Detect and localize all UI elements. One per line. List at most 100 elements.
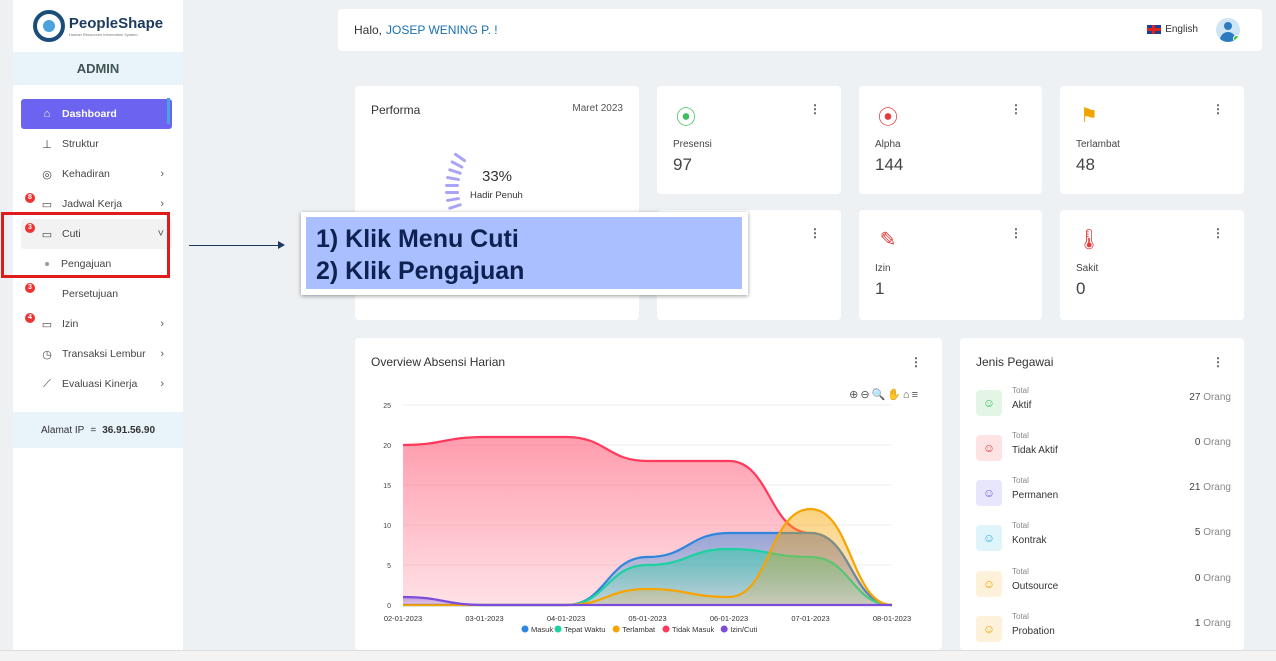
callout-arrow-head xyxy=(278,241,285,249)
list-item: ☺ Total Aktif 27 Orang xyxy=(976,384,1231,424)
brand[interactable]: PeopleShape Human Resources Information … xyxy=(13,0,183,52)
x-tick-label: 03-01-2023 xyxy=(465,614,503,623)
chevron-right-icon: › xyxy=(160,378,164,390)
list-item-caption: Total xyxy=(1012,567,1029,576)
sidebar-item-label: Pengajuan xyxy=(61,258,112,270)
more-options-icon[interactable]: ⋮ xyxy=(1212,355,1224,369)
chevron-right-icon: › xyxy=(160,348,164,360)
sidebar-item-label: Kehadiran xyxy=(62,168,110,180)
x-tick-label: 06-01-2023 xyxy=(710,614,748,623)
role-label: ADMIN xyxy=(13,52,183,85)
sidebar-item-persetujuan[interactable]: 3 Persetujuan xyxy=(21,279,172,309)
sidebar-item-label: Struktur xyxy=(62,138,99,150)
more-options-icon[interactable]: ⋮ xyxy=(1212,226,1224,240)
list-item: ☺ Total Tidak Aktif 0 Orang xyxy=(976,429,1231,469)
stat-label: Terlambat xyxy=(1076,139,1120,150)
bullet-dot xyxy=(45,262,49,266)
notification-badge: 3 xyxy=(25,283,35,293)
sidebar-item-cuti[interactable]: 3 ▭ Cuti ˅ xyxy=(21,219,172,249)
more-options-icon[interactable]: ⋮ xyxy=(809,102,821,116)
callout-line-1: 1) Klik Menu Cuti xyxy=(316,225,519,253)
overview-title: Overview Absensi Harian xyxy=(371,355,506,369)
sidebar-item-label: Jadwal Kerja xyxy=(62,198,123,210)
sitemap-icon: ⊥ xyxy=(42,138,52,151)
list-item-count: 27 Orang xyxy=(1189,392,1231,403)
sidebar: PeopleShape Human Resources Information … xyxy=(13,0,183,661)
list-item-caption: Total xyxy=(1012,612,1029,621)
stat-label: Presensi xyxy=(673,139,712,150)
avatar[interactable] xyxy=(1216,18,1240,42)
ip-separator: = xyxy=(90,424,97,436)
stat-value: 1 xyxy=(875,279,885,298)
overview-card: Overview Absensi Harian ⋮ ⊕⊖🔍✋⌂≡ 0 5 10 15 2… xyxy=(355,338,942,650)
sidebar-item-kehadiran[interactable]: ◎ Kehadiran › xyxy=(21,159,172,189)
performa-gauge xyxy=(445,152,467,212)
legend-marker xyxy=(720,625,728,633)
sidebar-item-jadwal-kerja[interactable]: 8 ▭ Jadwal Kerja › xyxy=(21,189,172,219)
users-icon: ☺ xyxy=(976,435,1002,461)
jenis-pegawai-title: Jenis Pegawai xyxy=(976,355,1054,369)
stat-card-izin: ✎ ⋮ Izin 1 xyxy=(859,210,1042,320)
legend-label: Tidak Masuk xyxy=(672,625,714,634)
stat-card-terlambat: ⚑ ⋮ Terlambat 48 xyxy=(1060,86,1244,194)
uk-flag-icon xyxy=(1147,25,1162,34)
stat-card-alpha: ⦿ ⋮ Alpha 144 xyxy=(859,86,1042,194)
fingerprint-icon: ⦿ xyxy=(676,106,696,129)
calendar-icon: ▭ xyxy=(41,228,53,241)
stat-value: 97 xyxy=(673,155,692,174)
list-item-caption: Total xyxy=(1012,476,1029,485)
stat-label: Sakit xyxy=(1076,263,1099,274)
stat-label: Alpha xyxy=(875,139,901,150)
language-selector[interactable]: English xyxy=(1147,24,1198,35)
sidebar-item-evaluasi-kinerja[interactable]: ⟋ Evaluasi Kinerja › xyxy=(21,369,172,399)
legend-marker xyxy=(612,625,620,633)
more-options-icon[interactable]: ⋮ xyxy=(809,226,821,240)
y-tick-label: 20 xyxy=(383,443,391,450)
list-item-name: Kontrak xyxy=(1012,535,1047,546)
sidebar-item-label: Transaksi Lembur xyxy=(62,348,146,360)
sidebar-item-label: Dashboard xyxy=(62,108,117,120)
list-item-count: 0 Orang xyxy=(1194,573,1231,584)
sidebar-item-label: Evaluasi Kinerja xyxy=(62,378,138,390)
online-status-dot xyxy=(1233,35,1240,42)
y-tick-label: 10 xyxy=(383,523,391,530)
y-tick-label: 15 xyxy=(383,483,391,490)
top-header: Halo, JOSEP WENING P. ! English xyxy=(338,9,1262,51)
chevron-right-icon: › xyxy=(160,198,164,210)
language-label: English xyxy=(1165,24,1198,35)
series-area xyxy=(403,509,892,605)
brand-tagline: Human Resources Information System xyxy=(68,32,138,37)
sidebar-item-izin[interactable]: 4 ▭ Izin › xyxy=(21,309,172,339)
brand-logo-icon xyxy=(32,10,65,42)
y-tick-label: 5 xyxy=(387,563,391,570)
sidebar-item-transaksi-lembur[interactable]: ◷ Transaksi Lembur › xyxy=(21,339,172,369)
users-icon: ☺ xyxy=(976,571,1002,597)
sidebar-menu: ⌂ Dashboard ⊥ Struktur ◎ Kehadiran › 8 ▭… xyxy=(13,99,183,399)
performa-label: Hadir Penuh xyxy=(470,190,523,201)
y-tick-label: 0 xyxy=(387,603,391,610)
list-item-name: Tidak Aktif xyxy=(1012,445,1058,456)
more-options-icon[interactable]: ⋮ xyxy=(1010,226,1022,240)
performa-date: Maret 2023 xyxy=(572,103,623,114)
sidebar-subitem-pengajuan[interactable]: Pengajuan xyxy=(21,249,172,279)
sidebar-item-struktur[interactable]: ⊥ Struktur xyxy=(21,129,172,159)
series-area xyxy=(403,597,892,605)
more-options-icon[interactable]: ⋮ xyxy=(1212,102,1224,116)
more-options-icon[interactable]: ⋮ xyxy=(1010,102,1022,116)
stat-value: 0 xyxy=(1076,279,1086,298)
x-tick-label: 04-01-2023 xyxy=(547,614,585,623)
legend-marker xyxy=(521,625,529,633)
calendar-icon: ▭ xyxy=(41,198,53,211)
sidebar-item-label: Persetujuan xyxy=(62,288,119,300)
more-options-icon[interactable]: ⋮ xyxy=(910,355,922,369)
chart-toolbar[interactable]: ⊕⊖🔍✋⌂≡ xyxy=(849,389,920,401)
notification-badge: 8 xyxy=(25,193,35,203)
users-icon: ☺ xyxy=(976,390,1002,416)
sidebar-item-dashboard[interactable]: ⌂ Dashboard xyxy=(21,99,172,129)
ip-value: 36.91.56.90 xyxy=(102,424,156,436)
y-tick-label: 25 xyxy=(383,403,391,410)
list-item: ☺ Total Probation 1 Orang xyxy=(976,610,1231,650)
x-tick-label: 07-01-2023 xyxy=(791,614,829,623)
legend-label: Izin/Cuti xyxy=(730,625,757,634)
browser-bottom-bar xyxy=(0,650,1276,661)
